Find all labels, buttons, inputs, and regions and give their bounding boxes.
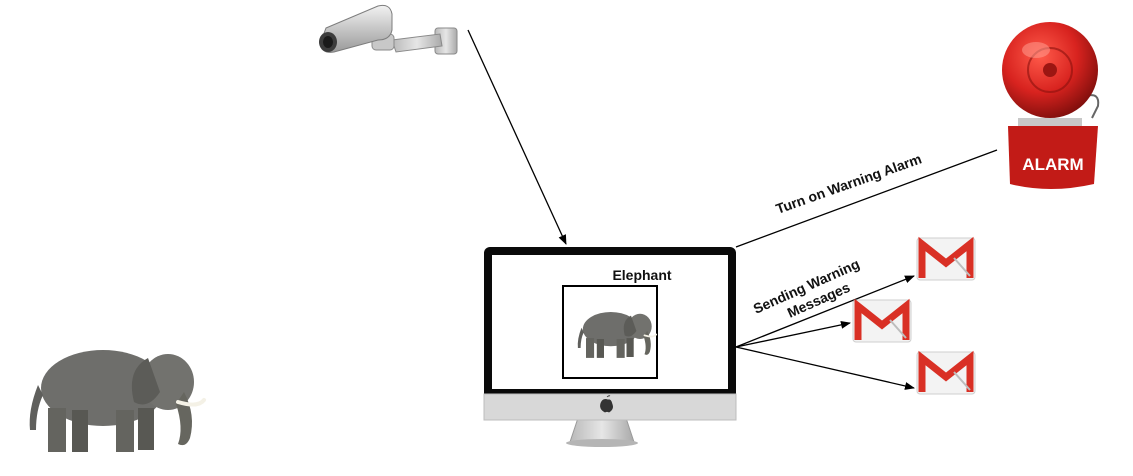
alarm-action-label: Turn on Warning Alarm: [774, 151, 924, 217]
apple-logo-icon: [600, 395, 613, 413]
monitor-to-mail-3-arrow: [735, 346, 915, 390]
gmail-icon: [853, 300, 911, 342]
monitor-to-alarm-line: [735, 149, 998, 248]
detection-label: Elephant: [612, 267, 671, 283]
elephant-icon: [27, 348, 206, 454]
desktop-monitor-icon: Elephant: [483, 247, 737, 447]
gmail-icon: [917, 352, 975, 394]
alarm-bell-icon: ALARM: [1002, 22, 1100, 189]
monitor-to-mail-1-arrow: [735, 275, 915, 348]
gmail-icon: [917, 238, 975, 280]
alarm-label: ALARM: [1022, 155, 1083, 174]
detection-bounding-box: [562, 285, 658, 379]
monitor-to-mail-2-arrow: [735, 320, 851, 348]
camera-to-monitor-arrow: [467, 29, 567, 245]
cctv-camera-icon: [319, 4, 458, 55]
